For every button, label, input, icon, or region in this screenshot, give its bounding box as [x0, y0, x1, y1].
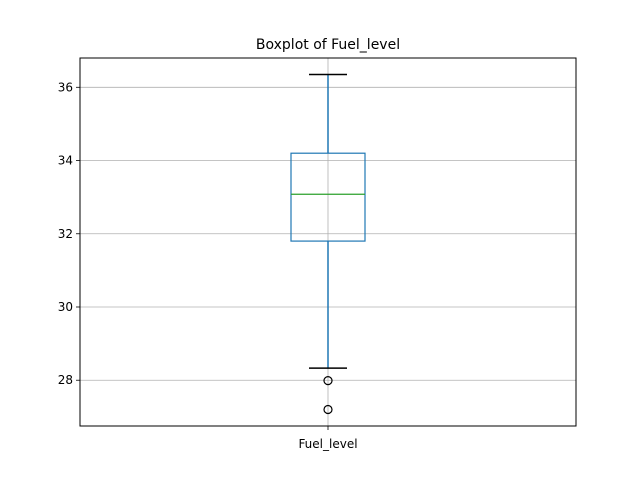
y-tick-label: 30: [58, 300, 73, 314]
y-tick-label: 36: [58, 80, 73, 94]
box-layer: [290, 73, 366, 415]
y-tick-label: 34: [58, 154, 73, 168]
x-tick-label: Fuel_level: [298, 437, 357, 451]
tick-layer: 28 30 32 34 36 Fuel_level: [58, 80, 358, 451]
outlier-point: [323, 404, 333, 415]
y-tick-label: 32: [58, 227, 73, 241]
y-tick-label: 28: [58, 373, 73, 387]
chart-title: Boxplot of Fuel_level: [256, 37, 400, 53]
iqr-box: [290, 152, 366, 242]
outlier-point: [323, 375, 333, 386]
